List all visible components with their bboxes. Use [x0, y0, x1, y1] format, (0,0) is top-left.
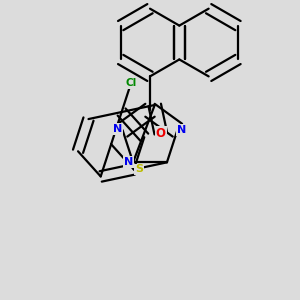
- Text: N: N: [177, 125, 186, 135]
- Text: N: N: [113, 124, 122, 134]
- Text: O: O: [156, 127, 166, 140]
- Text: Cl: Cl: [125, 78, 137, 88]
- Text: N: N: [124, 158, 133, 167]
- Text: S: S: [135, 164, 143, 174]
